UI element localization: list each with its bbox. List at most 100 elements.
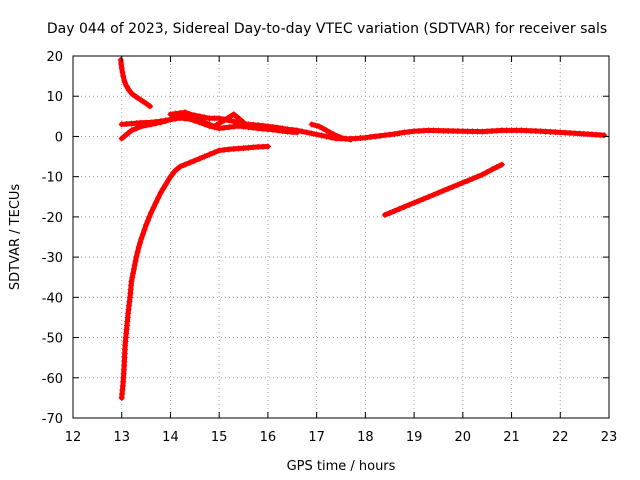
data-point [396, 205, 403, 212]
y-tick-label: -30 [42, 251, 63, 266]
data-point [191, 157, 198, 164]
data-point [430, 191, 437, 198]
x-axis-label: GPS time / hours [287, 459, 396, 474]
data-point [269, 126, 276, 133]
x-tick-label: 13 [113, 430, 130, 445]
data-point [342, 135, 349, 142]
data-point [250, 124, 257, 131]
data-point [125, 130, 132, 137]
data-point [464, 177, 471, 184]
data-point [133, 254, 140, 261]
chart-title: Day 044 of 2023, Sidereal Day-to-day VTE… [47, 21, 607, 37]
data-point [119, 69, 126, 76]
data-point [182, 115, 189, 122]
data-point [143, 221, 150, 228]
data-point [118, 135, 125, 142]
data-point [152, 199, 159, 206]
data-point [177, 163, 184, 170]
x-tick-label: 23 [601, 430, 618, 445]
data-point [411, 199, 418, 206]
x-tick-label: 15 [211, 430, 228, 445]
data-point [327, 129, 334, 136]
data-point [138, 97, 145, 104]
data-point [216, 120, 223, 127]
data-point [237, 116, 244, 123]
data-point [201, 153, 208, 160]
data-point [196, 155, 203, 162]
data-point [137, 240, 143, 247]
data-point [139, 231, 146, 238]
data-point [128, 127, 135, 134]
data-point [216, 115, 223, 122]
data-point [450, 183, 457, 190]
data-markers [117, 57, 608, 401]
x-tick-label: 21 [503, 430, 520, 445]
data-point [230, 111, 237, 118]
data-point [316, 123, 323, 130]
data-point [138, 236, 145, 243]
data-point [182, 161, 189, 168]
data-point [129, 274, 136, 281]
series-track-1 [117, 57, 153, 110]
x-tick-labels: 12 13 14 15 16 17 18 19 20 21 22 23 [65, 430, 618, 445]
data-point [221, 117, 228, 124]
data-point [245, 124, 252, 131]
data-point [130, 266, 137, 273]
data-point [318, 132, 325, 139]
series-track-4 [167, 109, 247, 130]
data-point [177, 109, 184, 116]
data-point [172, 167, 179, 174]
data-point [381, 211, 388, 218]
data-point [347, 136, 354, 143]
data-point [141, 226, 148, 233]
data-point [406, 201, 413, 208]
data-point [128, 278, 135, 285]
y-axis-label: SDTVAR / TECUs [8, 184, 23, 291]
data-point [454, 181, 461, 188]
data-point [126, 87, 133, 94]
data-point [240, 119, 247, 126]
data-point [308, 121, 315, 128]
data-point [445, 185, 452, 192]
data-point [133, 94, 140, 101]
data-point [132, 258, 139, 265]
data-point [313, 131, 320, 138]
y-tick-labels: -70 -60 -50 -40 -30 -20 -10 0 10 20 [42, 50, 63, 427]
data-point [118, 65, 125, 72]
data-point [143, 100, 150, 107]
data-point [230, 118, 237, 125]
data-point [459, 179, 466, 186]
data-point [225, 114, 232, 121]
data-point [121, 79, 128, 86]
data-point [498, 161, 505, 168]
data-point [157, 119, 164, 126]
data-point [303, 129, 310, 136]
data-point [489, 166, 496, 173]
data-point [216, 125, 223, 132]
data-point [196, 116, 203, 123]
y-tick-label: -50 [42, 332, 63, 347]
data-point [330, 131, 337, 138]
data-point [484, 169, 491, 176]
y-tick-label: 20 [46, 50, 63, 65]
y-tick-label: -70 [42, 412, 63, 427]
data-point [144, 217, 151, 224]
data-point [401, 129, 408, 136]
data-point [129, 91, 136, 98]
data-point [130, 270, 137, 277]
data-point [601, 132, 608, 139]
series-track-7 [381, 161, 505, 218]
data-point [386, 131, 393, 138]
data-point [157, 189, 164, 196]
y-tick-label: -10 [42, 171, 63, 186]
x-tick-label: 12 [65, 430, 82, 445]
data-point [167, 111, 174, 118]
data-point [167, 173, 174, 180]
data-point [474, 173, 481, 180]
data-point [186, 111, 193, 118]
series-band [118, 57, 153, 109]
data-point [440, 187, 447, 194]
data-point [201, 119, 208, 126]
x-tick-label: 20 [455, 430, 472, 445]
